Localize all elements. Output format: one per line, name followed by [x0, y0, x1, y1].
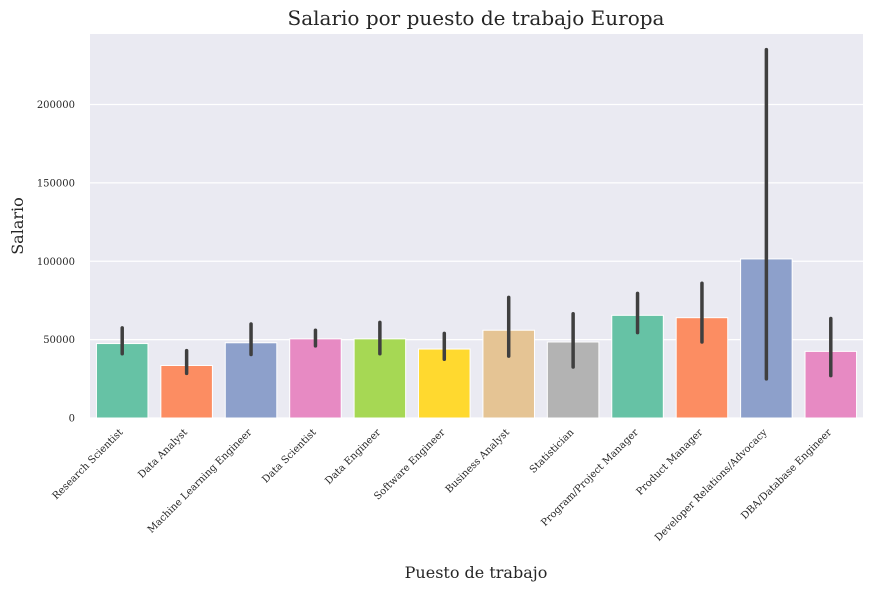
error-bars: [120, 47, 833, 381]
x-tick-label: Business Analyst: [444, 427, 512, 495]
x-tick-label: Product Manager: [635, 427, 706, 498]
bar: [95, 343, 149, 419]
gridlines: [90, 103, 863, 419]
y-tick-label: 150000: [37, 178, 75, 189]
chart-title: Salario por puesto de trabajo Europa: [288, 6, 665, 30]
y-tick-label: 200000: [37, 100, 75, 111]
x-tick-label: Developer Relations/Advocacy: [653, 427, 770, 544]
plot-area: [90, 34, 863, 418]
y-tick-label: 50000: [43, 335, 75, 346]
x-axis-label: Puesto de trabajo: [405, 563, 548, 582]
x-tick-label: Machine Learning Engineer: [146, 427, 255, 536]
y-tick-labels: 0 50000 100000 150000 200000: [37, 100, 75, 424]
x-tick-label: Statistician: [528, 427, 577, 476]
y-axis-label: Salario: [8, 197, 27, 255]
x-tick-label: Data Scientist: [260, 427, 318, 485]
x-tick-label: Research Scientist: [51, 427, 126, 502]
x-tick-label: Data Engineer: [323, 427, 383, 487]
y-tick-label: 100000: [37, 257, 75, 268]
x-tick-label: Software Engineer: [372, 427, 447, 502]
x-tick-label: Data Analyst: [136, 427, 190, 481]
y-tick-label: 0: [69, 414, 75, 425]
bar: [289, 338, 342, 419]
